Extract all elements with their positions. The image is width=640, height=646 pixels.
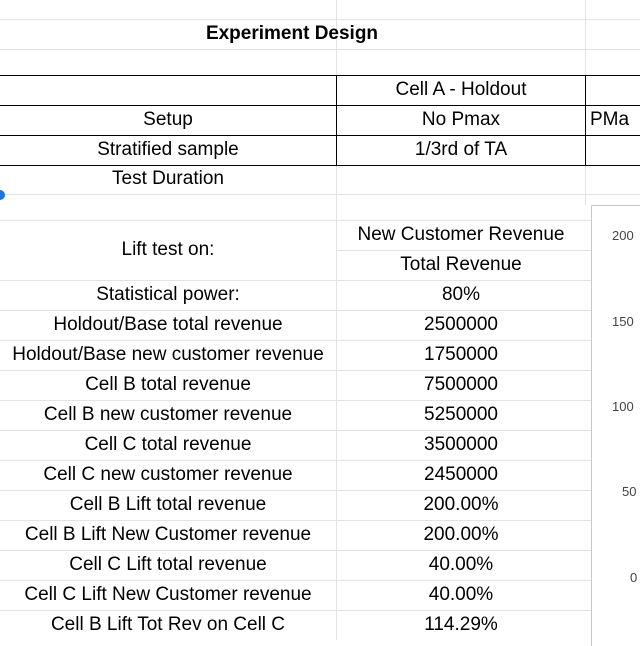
row-gridline (0, 370, 591, 371)
metric-label[interactable]: Cell B Lift New Customer revenue (24, 524, 312, 545)
row-gridline (0, 400, 591, 401)
sheet-title: Experiment Design (205, 23, 379, 44)
metric-value[interactable]: 40.00% (428, 584, 494, 605)
selection-handle[interactable] (0, 190, 5, 200)
table-border (0, 105, 640, 106)
metric-label[interactable]: Cell B Lift total revenue (69, 494, 267, 515)
metric-value[interactable]: 1750000 (424, 344, 498, 365)
column-gridline (336, 0, 337, 75)
row-gridline (0, 310, 591, 311)
table-border (0, 75, 640, 76)
header-cell-b-partial[interactable]: PMa (590, 109, 630, 130)
row-gridline (0, 220, 591, 221)
table-border (336, 75, 337, 165)
chart-y-tick: 200 (612, 228, 634, 243)
row-gridline (0, 280, 591, 281)
row-gridline (0, 49, 640, 50)
table-border (0, 165, 640, 166)
metric-value[interactable]: 200.00% (423, 524, 499, 545)
stratified-cell-a[interactable]: 1/3rd of TA (414, 139, 508, 160)
metric-label[interactable]: Cell B new customer revenue (43, 404, 293, 425)
row-gridline (0, 610, 591, 611)
metric-label[interactable]: Cell B total revenue (85, 374, 251, 395)
setup-cell-a[interactable]: No Pmax (421, 109, 501, 130)
metric-value[interactable]: 3500000 (424, 434, 498, 455)
metric-value[interactable]: 80% (441, 284, 481, 305)
metric-value[interactable]: 40.00% (428, 554, 494, 575)
metric-label[interactable]: Cell C new customer revenue (43, 464, 293, 485)
metric-value[interactable]: 2500000 (424, 314, 498, 335)
metric-value[interactable]: 200.00% (423, 494, 499, 515)
header-cell-a[interactable]: Cell A - Holdout (395, 79, 527, 100)
metric-label[interactable]: Holdout/Base new customer revenue (12, 344, 324, 365)
metric-value[interactable]: 114.29% (424, 614, 498, 635)
row-gridline (0, 550, 591, 551)
row-label-duration[interactable]: Test Duration (112, 168, 224, 189)
row-gridline (336, 250, 591, 251)
column-gridline (585, 165, 586, 205)
table-border (585, 75, 586, 165)
embedded-chart[interactable] (591, 205, 640, 646)
row-label-lift-test[interactable]: Lift test on: (121, 239, 215, 260)
metric-value[interactable]: 5250000 (424, 404, 498, 425)
metric-label[interactable]: Cell B Lift Tot Rev on Cell C (50, 614, 286, 635)
column-gridline (336, 165, 337, 640)
chart-y-tick: 50 (622, 484, 637, 499)
lift-test-value-2[interactable]: Total Revenue (400, 254, 522, 275)
row-gridline (0, 194, 640, 195)
metric-label[interactable]: Cell C Lift New Customer revenue (24, 584, 312, 605)
row-gridline (0, 430, 591, 431)
column-gridline (585, 0, 586, 75)
metric-label[interactable]: Cell C total revenue (84, 434, 252, 455)
lift-test-value-1[interactable]: New Customer Revenue (357, 224, 565, 245)
row-gridline (0, 460, 591, 461)
table-border (0, 135, 640, 136)
metric-value[interactable]: 7500000 (424, 374, 498, 395)
row-gridline (0, 340, 591, 341)
metric-label[interactable]: Statistical power: (96, 284, 240, 305)
chart-y-tick: 100 (612, 399, 634, 414)
row-label-stratified[interactable]: Stratified sample (97, 139, 239, 160)
metric-label[interactable]: Cell C Lift total revenue (69, 554, 267, 575)
row-label-setup[interactable]: Setup (143, 109, 193, 130)
row-gridline (0, 19, 640, 20)
row-gridline (0, 520, 591, 521)
metric-label[interactable]: Holdout/Base total revenue (53, 314, 283, 335)
chart-y-tick: 150 (612, 314, 634, 329)
row-gridline (0, 490, 591, 491)
chart-y-tick: 0 (630, 570, 638, 585)
metric-value[interactable]: 2450000 (424, 464, 498, 485)
row-gridline (0, 580, 591, 581)
